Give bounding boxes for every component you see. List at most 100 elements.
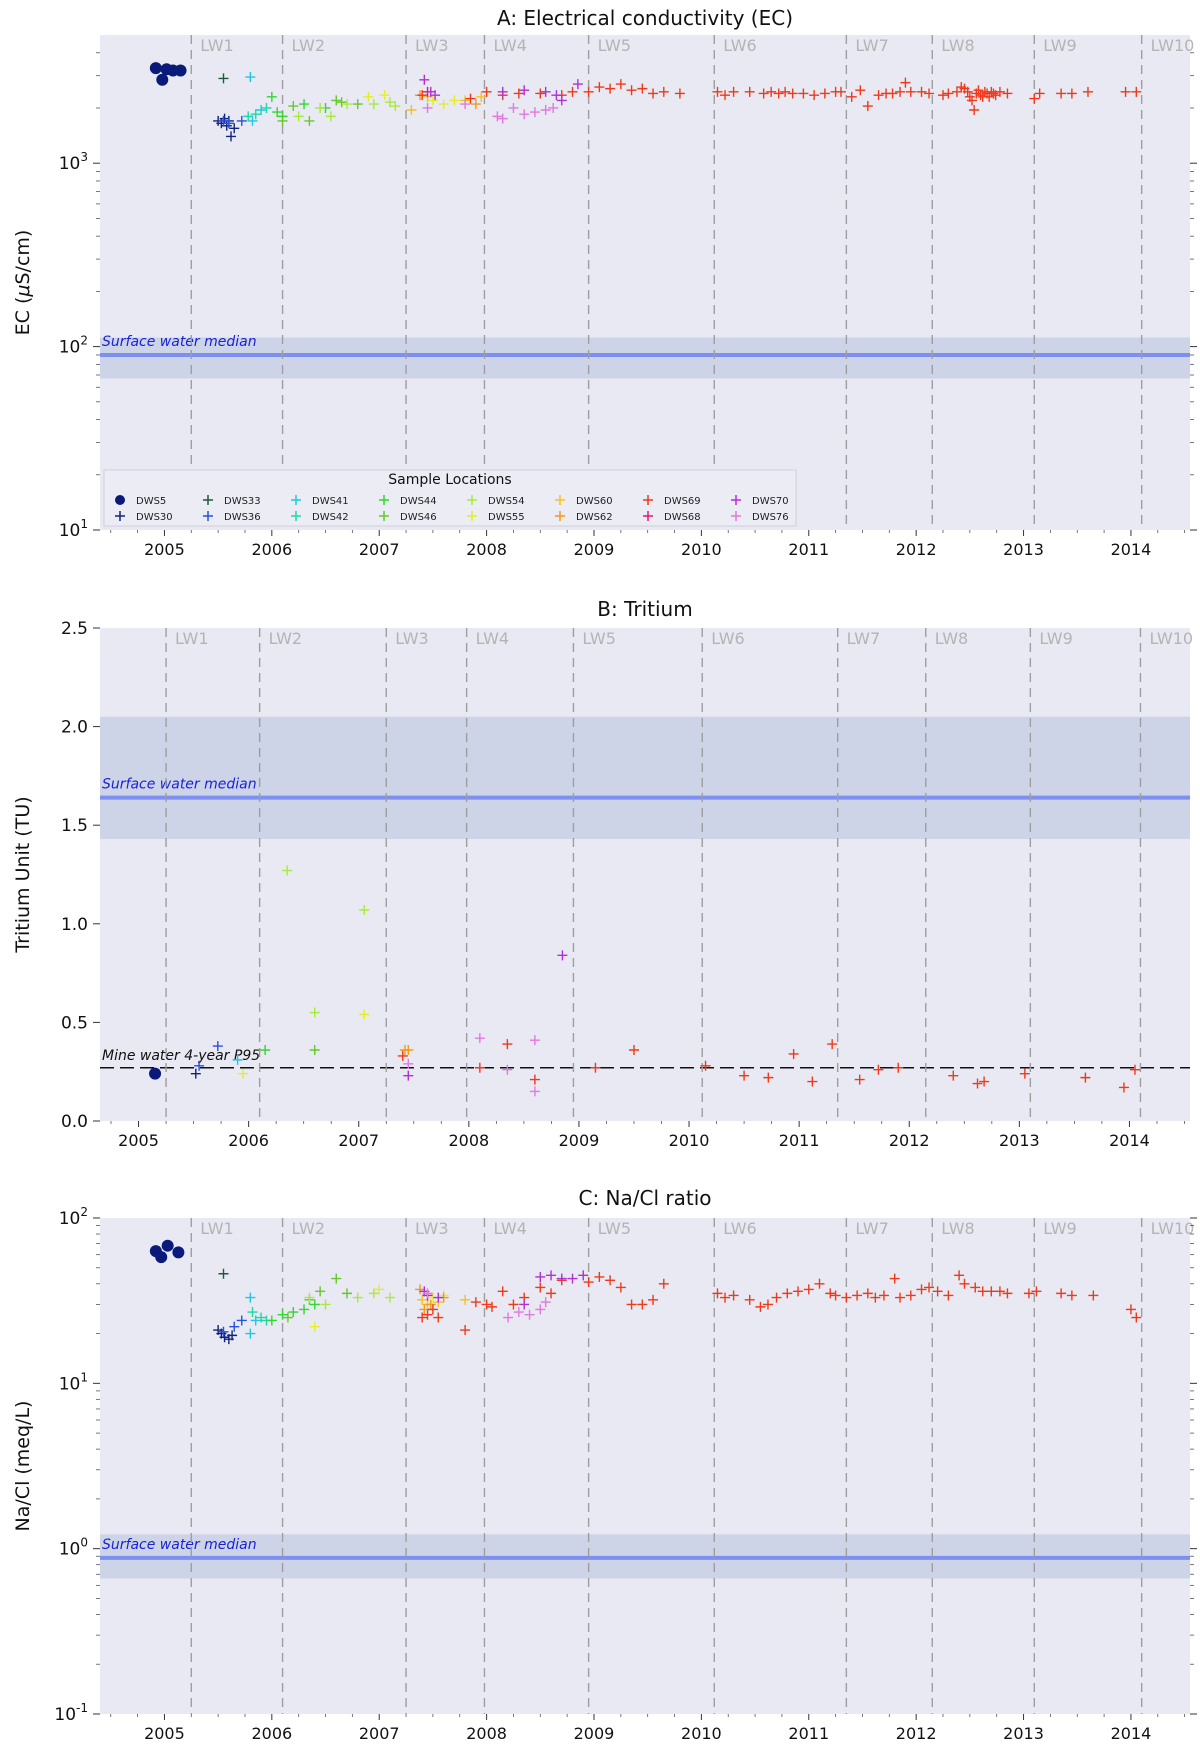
point-dws69 <box>594 1271 605 1282</box>
point-dws41 <box>232 1054 243 1065</box>
point-dws69 <box>637 1299 648 1310</box>
point-dws69 <box>605 83 616 94</box>
longwall-label: LW5 <box>598 36 631 55</box>
panel-b: Surface water median Mine water 4-year P9… <box>12 597 1193 1150</box>
point-dws69 <box>1031 1286 1042 1297</box>
legend-marker <box>115 511 125 521</box>
point-dws69 <box>1118 1082 1129 1093</box>
point-dws70 <box>519 1299 530 1310</box>
point-dws41 <box>256 105 267 115</box>
point-dws69 <box>728 86 739 97</box>
point-dws46 <box>277 115 288 126</box>
point-dws69 <box>766 86 777 97</box>
surface-water-median-label: Surface water median <box>102 777 257 793</box>
longwall-label: LW9 <box>1043 36 1076 55</box>
point-dws70 <box>540 86 551 97</box>
point-dws5 <box>172 1246 185 1259</box>
point-dws69 <box>1029 93 1040 104</box>
x-tick-label: 2008 <box>466 540 507 559</box>
x-tick-label: 2014 <box>1109 1131 1150 1150</box>
point-dws69 <box>916 86 927 97</box>
point-dws36 <box>236 1315 247 1326</box>
point-dws69 <box>787 88 798 99</box>
point-dws69 <box>1066 1290 1077 1301</box>
point-dws69 <box>846 91 857 102</box>
point-dws69 <box>889 1273 900 1284</box>
point-dws69 <box>782 1288 793 1299</box>
x-tick-label: 2013 <box>1003 1724 1044 1743</box>
point-dws69 <box>900 77 911 88</box>
point-dws70 <box>519 85 530 96</box>
point-dws69 <box>508 1299 519 1310</box>
point-dws69 <box>417 1312 428 1323</box>
point-dws5 <box>174 64 187 77</box>
x-tick-label: 2005 <box>144 540 185 559</box>
point-dws5 <box>149 1067 162 1080</box>
point-dws69 <box>855 85 866 96</box>
point-dws30 <box>227 1330 238 1341</box>
x-tick-label: 2011 <box>788 540 829 559</box>
longwall-label: LW7 <box>847 629 880 648</box>
y-axis-label: Na/Cl (meq/L) <box>12 1401 34 1532</box>
longwall-label: LW2 <box>292 36 325 55</box>
point-dws69 <box>594 82 605 93</box>
longwall-label: LW6 <box>711 629 744 648</box>
point-dws36 <box>236 115 247 126</box>
point-dws30 <box>229 123 240 134</box>
legend-marker <box>203 495 213 505</box>
point-dws69 <box>771 1292 782 1303</box>
legend-marker <box>467 495 477 505</box>
longwall-label: LW1 <box>200 36 233 55</box>
point-dws55 <box>379 90 390 101</box>
point-dws69 <box>841 1292 852 1303</box>
point-dws69 <box>758 88 769 99</box>
y-tick-label: 2.0 <box>61 718 88 738</box>
point-dws70 <box>572 79 583 90</box>
x-tick-label: 2006 <box>251 540 292 559</box>
longwall-label: LW6 <box>723 36 756 55</box>
point-dws54 <box>315 102 326 113</box>
x-tick-label: 2014 <box>1111 1724 1152 1743</box>
point-dws69 <box>397 1050 408 1061</box>
legend-entry: DWS54 <box>488 496 525 507</box>
point-dws76 <box>422 1288 433 1299</box>
plot-area <box>100 35 1190 530</box>
point-dws5 <box>149 62 162 75</box>
point-dws76 <box>403 1058 414 1069</box>
legend-entry: DWS60 <box>576 496 613 507</box>
point-dws69 <box>567 86 578 97</box>
point-dws5 <box>155 1251 168 1264</box>
point-dws69 <box>529 1074 540 1085</box>
point-dws69 <box>873 1064 884 1075</box>
point-dws69 <box>988 88 999 99</box>
point-dws69 <box>798 88 809 99</box>
point-dws70 <box>546 1270 557 1281</box>
plot-area <box>100 628 1190 1121</box>
point-dws69 <box>986 1286 997 1297</box>
legend-box <box>103 469 797 527</box>
x-tick-label: 2005 <box>118 1131 159 1150</box>
longwall-label: LW7 <box>855 36 888 55</box>
point-dws69 <box>819 88 830 99</box>
point-dws69 <box>954 1270 965 1281</box>
longwall-label: LW2 <box>292 1219 325 1238</box>
longwall-label: LW5 <box>582 629 615 648</box>
point-dws46 <box>282 1312 293 1323</box>
surface-water-median-label: Surface water median <box>102 334 257 350</box>
point-dws70 <box>551 90 562 101</box>
point-dws69 <box>967 95 977 106</box>
point-dws54 <box>368 99 379 110</box>
point-dws69 <box>788 1048 799 1059</box>
point-dws69 <box>474 1062 485 1073</box>
point-dws69 <box>762 1299 773 1310</box>
point-dws55 <box>363 91 374 102</box>
x-tick-label: 2007 <box>359 1724 400 1743</box>
y-tick-label: 101 <box>59 517 88 541</box>
point-dws69 <box>814 1278 825 1289</box>
point-dws69 <box>739 1070 750 1081</box>
point-dws69 <box>773 88 784 99</box>
point-dws69 <box>535 1282 546 1293</box>
x-tick-label: 2009 <box>559 1131 600 1150</box>
legend-entry: DWS44 <box>400 496 437 507</box>
legend-marker <box>731 511 741 521</box>
